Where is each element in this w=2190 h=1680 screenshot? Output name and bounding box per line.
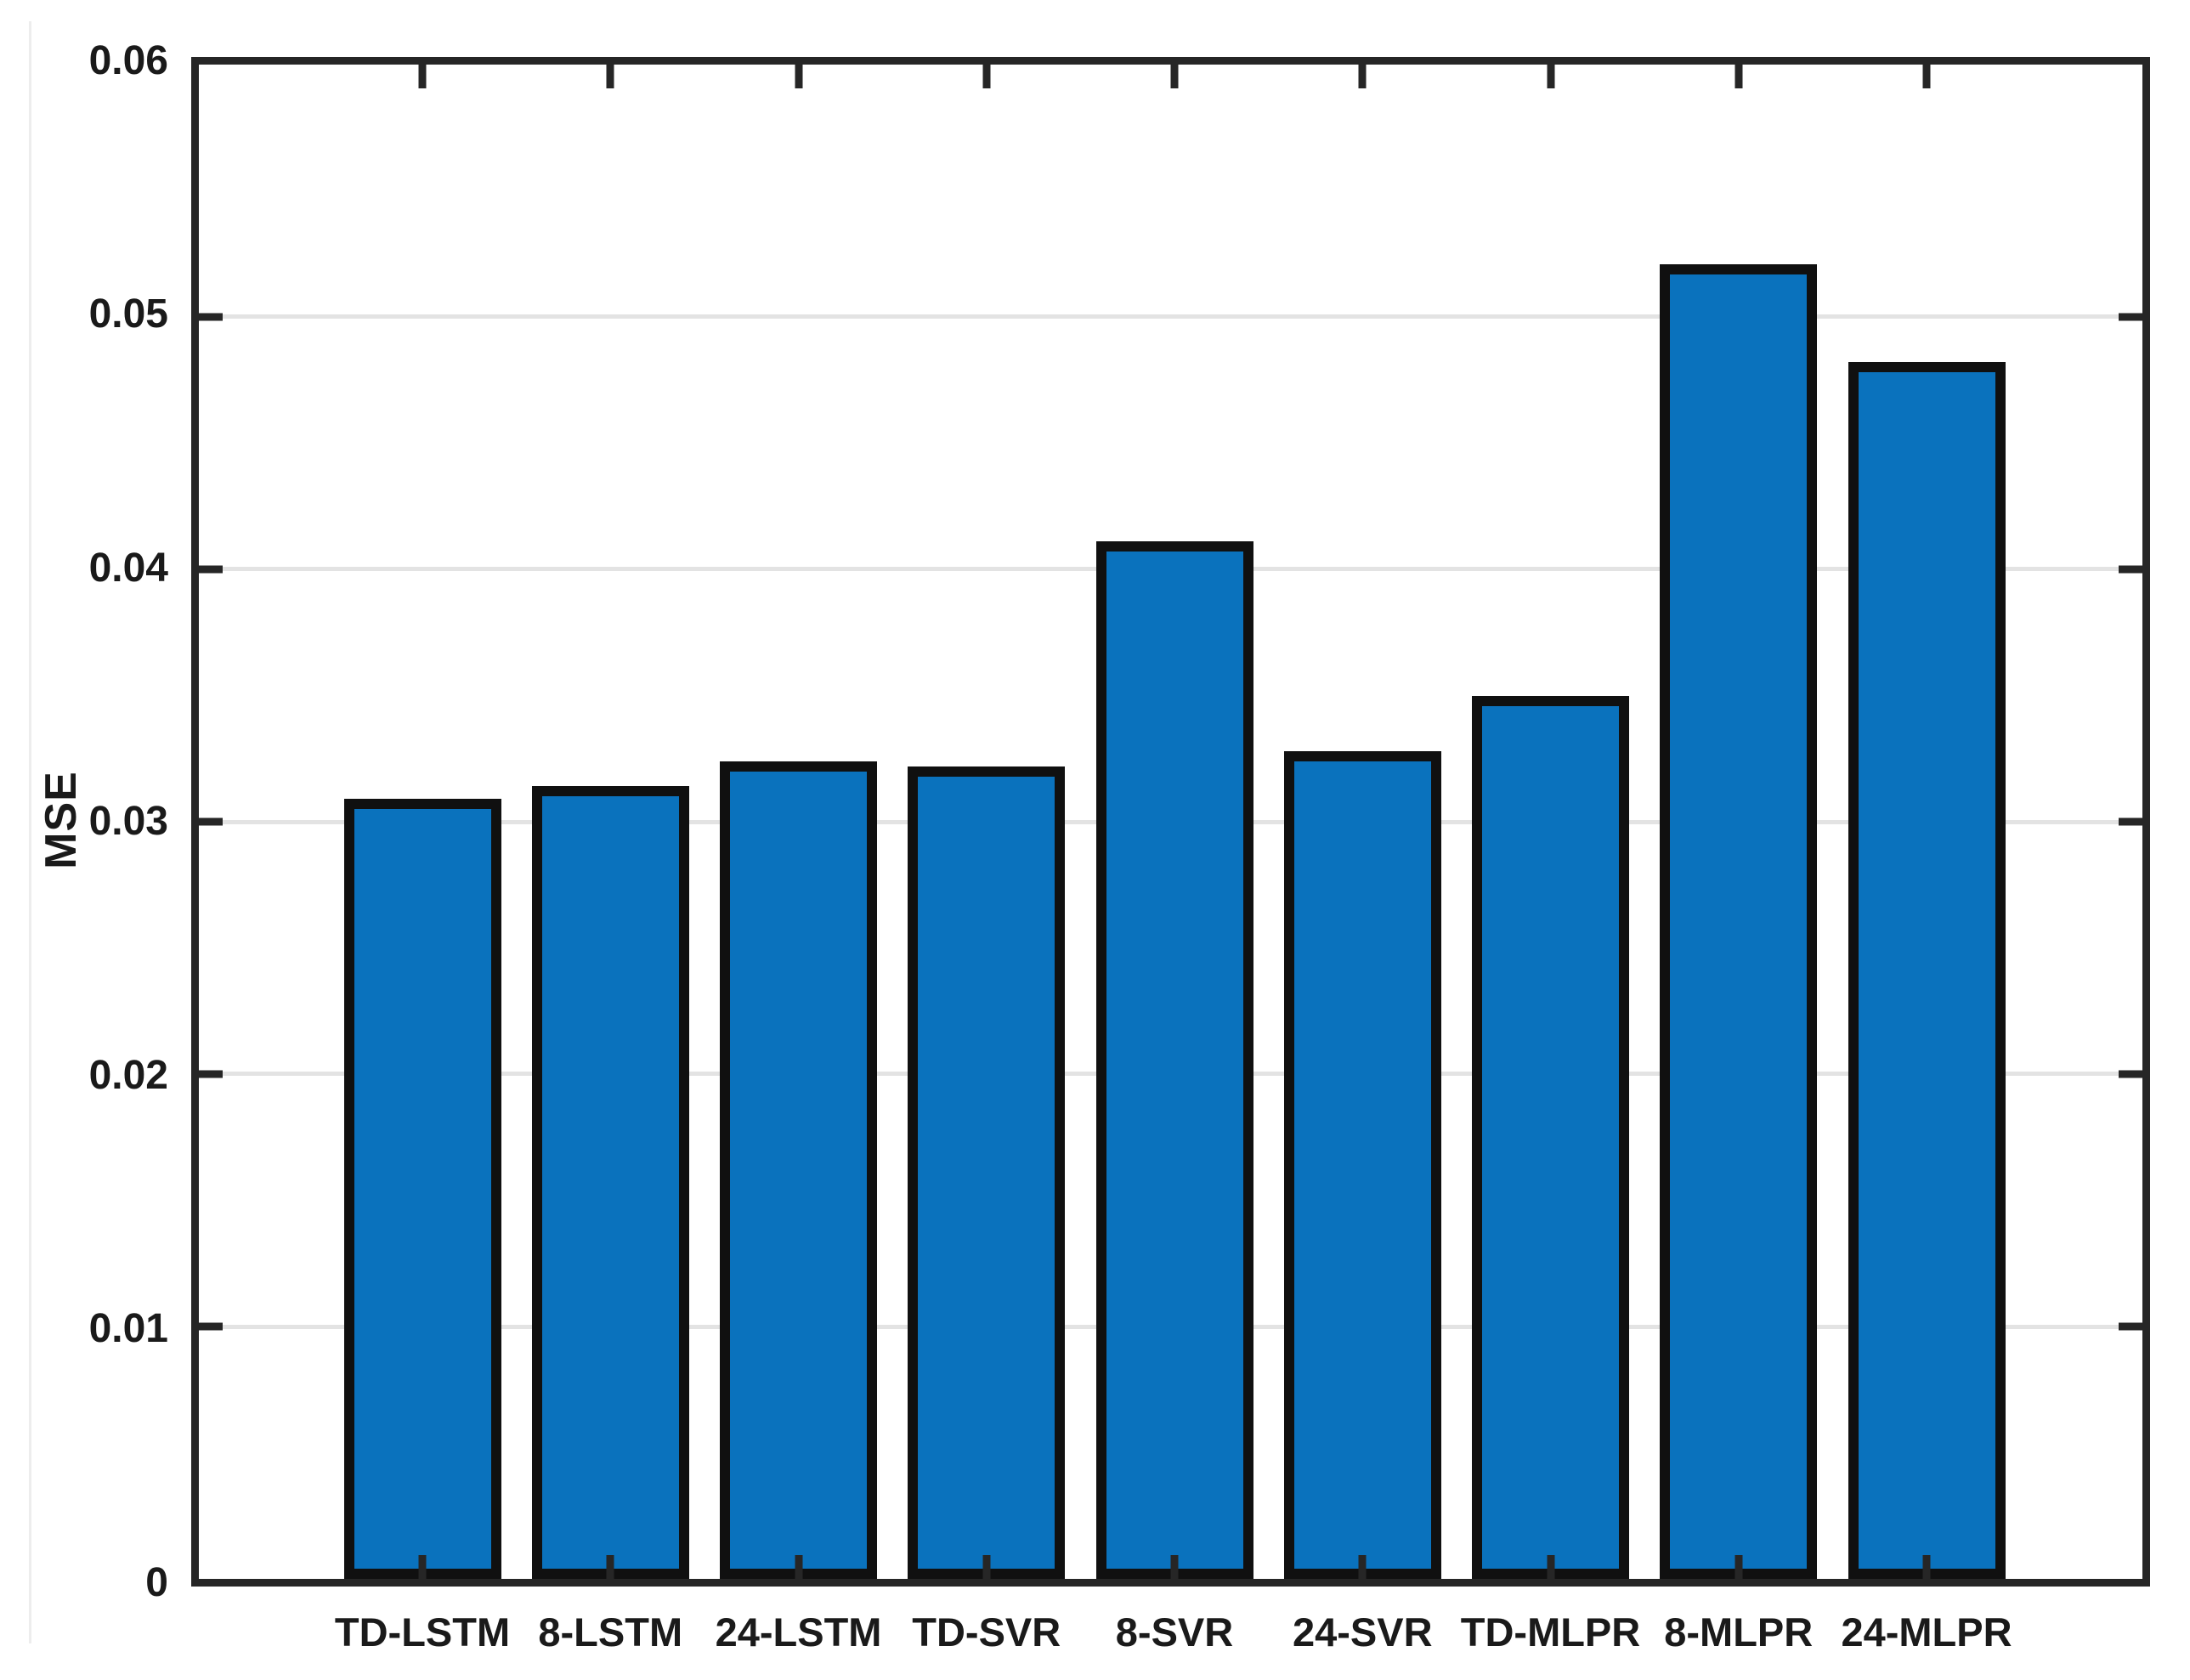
x-label-slot-TD-SVR: TD-SVR [908,1609,1065,1668]
y-tick-mark-right-0.03 [2119,817,2142,826]
x-tick-label-8-MLPR: 8-MLPR [1664,1609,1814,1655]
y-tick-label-0.01: 0.01 [88,1306,168,1351]
x-tick-label-8-LSTM: 8-LSTM [538,1609,683,1655]
bar-slot-24-LSTM [720,65,877,1579]
y-tick-label-0.06: 0.06 [88,37,168,83]
y-tick-mark-left-0.04 [199,565,223,574]
x-tick-mark-bottom-24-LSTM [795,1555,802,1579]
bar-slot-24-MLPR [1848,65,2006,1579]
x-label-slot-TD-MLPR: TD-MLPR [1461,1609,1640,1668]
figure-edge-line [29,21,31,1643]
x-tick-mark-bottom-TD-MLPR [1547,1555,1554,1579]
x-tick-label-24-LSTM: 24-LSTM [715,1609,882,1655]
x-tick-mark-top-24-SVR [1358,65,1367,88]
bar-TD-MLPR [1472,695,1629,1579]
x-tick-label-8-SVR: 8-SVR [1115,1609,1234,1655]
bar-slot-TD-LSTM [343,65,501,1579]
x-label-slot-8-MLPR: 8-MLPR [1660,1609,1817,1668]
bar-slot-8-SVR [1095,65,1253,1579]
x-tick-mark-top-TD-LSTM [418,65,427,88]
bar-24-MLPR [1848,362,2006,1579]
x-tick-mark-top-8-SVR [1170,65,1179,88]
x-tick-mark-top-8-MLPR [1734,65,1743,88]
x-tick-mark-bottom-TD-LSTM [418,1555,427,1579]
bar-slot-24-SVR [1283,65,1441,1579]
x-tick-mark-top-TD-MLPR [1547,65,1554,88]
bar-8-LSTM [531,786,689,1579]
x-tick-mark-top-24-LSTM [795,65,802,88]
y-tick-label-0.03: 0.03 [88,799,168,844]
y-tick-label-0.04: 0.04 [88,545,168,591]
bar-8-SVR [1095,541,1253,1579]
y-tick-mark-right-0.05 [2119,313,2142,321]
x-label-slot-24-MLPR: 24-MLPR [1841,1609,2012,1668]
y-tick-mark-left-0.01 [199,1322,223,1331]
x-tick-mark-bottom-8-LSTM [606,1555,614,1579]
x-tick-mark-bottom-TD-SVR [982,1555,991,1579]
bar-TD-LSTM [343,799,501,1579]
x-label-slot-TD-LSTM: TD-LSTM [335,1609,510,1668]
y-tick-label-0.02: 0.02 [88,1052,168,1098]
y-tick-mark-right-0.02 [2119,1070,2142,1078]
y-tick-label-0.05: 0.05 [88,291,168,337]
bar-slot-8-LSTM [531,65,689,1579]
x-tick-label-24-SVR: 24-SVR [1292,1609,1433,1655]
x-tick-mark-bottom-8-SVR [1170,1555,1179,1579]
x-tick-mark-top-TD-SVR [982,65,991,88]
gridline-0.05 [199,314,2142,320]
y-tick-mark-left-0.03 [199,817,223,826]
bar-slot-TD-MLPR [1472,65,1629,1579]
y-tick-mark-left-0.05 [199,313,223,321]
x-tick-label-24-MLPR: 24-MLPR [1841,1609,2012,1655]
bar-24-SVR [1283,750,1441,1579]
x-tick-mark-top-8-LSTM [606,65,614,88]
x-tick-label-TD-MLPR: TD-MLPR [1460,1609,1641,1655]
y-tick-mark-left-0.02 [199,1070,223,1078]
y-tick-mark-right-0.04 [2119,565,2142,574]
x-axis-tick-labels: TD-LSTM 8-LSTM 24-LSTM TD-SVR 8-SVR 24-SVR TD-… [199,1609,2142,1668]
bar-slot-8-MLPR [1660,65,1818,1579]
bar-TD-SVR [908,766,1066,1579]
bar-slot-TD-SVR [908,65,1066,1579]
bar-24-LSTM [720,761,877,1579]
x-tick-label-TD-LSTM: TD-LSTM [334,1609,511,1655]
x-tick-mark-bottom-24-MLPR [1922,1555,1931,1579]
bar-group [199,65,2142,1579]
plot-area [191,57,2150,1587]
y-tick-label-0: 0 [145,1559,168,1605]
x-label-slot-24-SVR: 24-SVR [1284,1609,1441,1668]
x-tick-mark-bottom-24-SVR [1358,1555,1367,1579]
plot-inner-area [199,65,2142,1579]
x-tick-mark-bottom-8-MLPR [1734,1555,1743,1579]
x-label-slot-8-SVR: 8-SVR [1096,1609,1253,1668]
x-tick-mark-top-24-MLPR [1922,65,1931,88]
x-tick-label-TD-SVR: TD-SVR [912,1609,1061,1655]
x-label-slot-24-LSTM: 24-LSTM [716,1609,882,1668]
x-label-slot-8-LSTM: 8-LSTM [532,1609,689,1668]
bar-8-MLPR [1660,263,1818,1579]
y-tick-mark-right-0.01 [2119,1322,2142,1331]
